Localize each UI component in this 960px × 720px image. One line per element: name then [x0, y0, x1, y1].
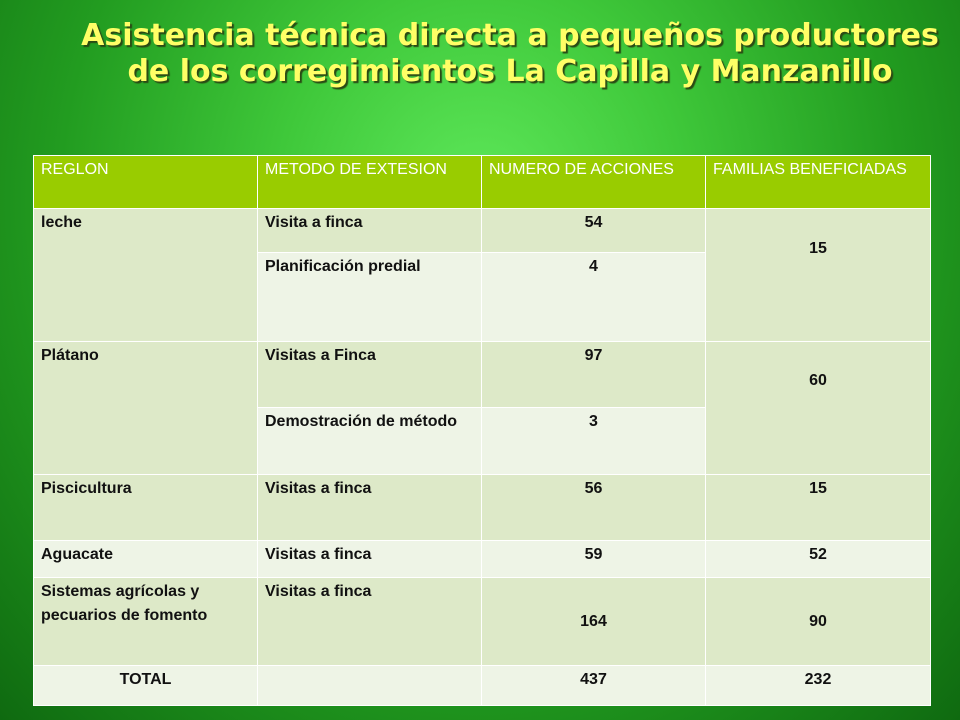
cell-acciones: 97 [481, 341, 706, 408]
cell-acciones: 3 [481, 407, 706, 475]
column-header-metodo: METODO DE EXTESION [257, 155, 482, 209]
cell-reglon: Plátano [33, 341, 258, 475]
column-header-familias: FAMILIAS BENEFICIADAS [705, 155, 931, 209]
cell-acciones: 54 [481, 208, 706, 253]
cell-metodo: Demostración de método [257, 407, 482, 475]
cell-metodo: Visita a finca [257, 208, 482, 253]
table-row: Piscicultura Visitas a finca 56 15 [33, 474, 931, 541]
table-row: leche Visita a finca 54 15 [33, 208, 931, 342]
cell-familias: 15 [705, 208, 931, 342]
data-table: REGLON METODO DE EXTESION NUMERO DE ACCI… [33, 155, 931, 706]
column-header-acciones: NUMERO DE ACCIONES [481, 155, 706, 209]
table-row: Sistemas agrícolas y pecuarios de foment… [33, 577, 931, 666]
cell-metodo: Visitas a finca [257, 474, 482, 541]
table-row: Plátano Visitas a Finca 97 60 [33, 341, 931, 475]
cell-metodo: Visitas a finca [257, 577, 482, 666]
cell-acciones: 59 [481, 540, 706, 578]
cell-empty [257, 665, 482, 706]
cell-total-acciones: 437 [481, 665, 706, 706]
table-row: Demostración de método 3 [34, 407, 931, 475]
cell-total-familias: 232 [705, 665, 931, 706]
cell-reglon: Piscicultura [33, 474, 258, 541]
cell-acciones: 4 [481, 252, 706, 342]
cell-reglon: leche [33, 208, 258, 342]
cell-acciones: 56 [481, 474, 706, 541]
cell-acciones: 164 [481, 577, 706, 666]
cell-reglon: Sistemas agrícolas y pecuarios de foment… [33, 577, 258, 666]
cell-reglon: Aguacate [33, 540, 258, 578]
table-row: Aguacate Visitas a finca 59 52 [33, 540, 931, 578]
cell-familias: 52 [705, 540, 931, 578]
table-row: Planificación predial 4 [34, 252, 931, 342]
column-header-reglon: REGLON [33, 155, 258, 209]
cell-metodo: Planificación predial [257, 252, 482, 342]
table-total-row: TOTAL 437 232 [33, 665, 931, 706]
cell-familias: 60 [705, 341, 931, 475]
table-header-row: REGLON METODO DE EXTESION NUMERO DE ACCI… [33, 155, 931, 209]
cell-total-label: TOTAL [33, 665, 258, 706]
cell-metodo: Visitas a finca [257, 540, 482, 578]
cell-familias: 90 [705, 577, 931, 666]
cell-metodo: Visitas a Finca [257, 341, 482, 408]
page-title: Asistencia técnica directa a pequeños pr… [81, 18, 939, 89]
cell-familias: 15 [705, 474, 931, 541]
